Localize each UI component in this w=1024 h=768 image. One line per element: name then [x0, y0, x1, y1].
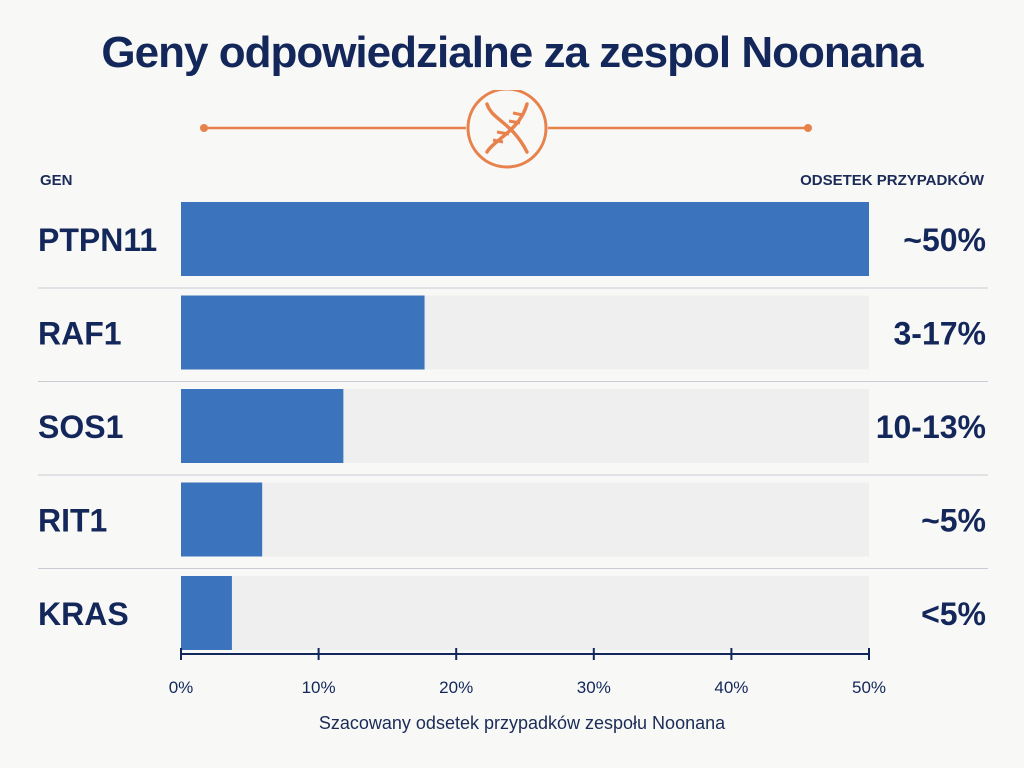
gene-label: RAF1	[38, 316, 122, 352]
bar-raf1	[181, 295, 425, 370]
value-label: 10-13%	[876, 409, 986, 445]
gene-label: RIT1	[38, 503, 107, 539]
x-tick-label: 30%	[577, 678, 611, 697]
x-tick-label: 10%	[302, 678, 336, 697]
value-label: <5%	[921, 596, 986, 632]
bar-track	[181, 482, 869, 557]
bar-kras	[181, 576, 232, 650]
dna-icon	[466, 90, 548, 169]
value-label: ~50%	[903, 222, 986, 258]
bar-track	[181, 576, 869, 650]
bar-ptpn11	[181, 202, 869, 276]
bar-rit1	[181, 482, 263, 557]
column-header-gene: GEN	[40, 172, 73, 189]
x-tick-label: 0%	[169, 678, 194, 697]
gene-label: PTPN11	[38, 222, 157, 258]
title-divider	[200, 90, 812, 169]
value-label: ~5%	[921, 503, 986, 539]
x-axis-title: Szacowany odsetek przypadków zespołu Noo…	[318, 713, 726, 733]
x-tick-label: 50%	[852, 678, 886, 697]
chart-title: Geny odpowiedzialne za zespol Noonana	[101, 28, 923, 77]
value-label: 3-17%	[894, 316, 987, 352]
bar-sos1	[181, 389, 344, 463]
x-tick-label: 40%	[714, 678, 748, 697]
column-header-percent: ODSETEK PRZYPADKÓW	[800, 172, 984, 189]
gene-label: SOS1	[38, 409, 123, 445]
x-tick-label: 20%	[439, 678, 473, 697]
gene-label: KRAS	[38, 596, 129, 632]
